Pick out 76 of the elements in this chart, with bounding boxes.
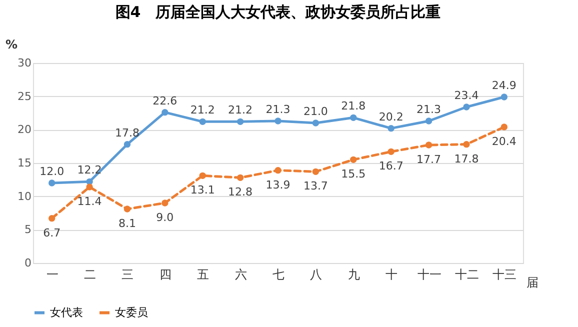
x-tick-label: 七: [272, 268, 284, 282]
y-tick-label: 15: [18, 156, 32, 170]
data-label: 11.4: [77, 195, 102, 208]
data-label: 21.3: [416, 103, 442, 116]
data-label: 17.8: [454, 152, 479, 166]
point: [86, 184, 93, 190]
point: [124, 140, 131, 148]
point: [500, 94, 508, 100]
y-axis-title: %: [6, 38, 18, 52]
point: [500, 124, 508, 130]
data-label: 13.7: [303, 180, 328, 193]
x-tick-label: 十二: [454, 268, 479, 282]
point: [48, 180, 56, 186]
point: [388, 124, 394, 132]
data-label: 21.0: [303, 105, 328, 118]
point: [162, 108, 168, 116]
data-label: 23.4: [454, 89, 479, 102]
y-tick-label: 30: [18, 56, 32, 70]
data-label: 13.1: [190, 184, 215, 197]
data-label: 16.7: [378, 160, 404, 173]
point: [236, 118, 244, 126]
point: [199, 118, 206, 126]
x-tick-label: 一: [46, 268, 58, 282]
point: [236, 174, 244, 182]
point: [350, 156, 357, 164]
y-tick-label: 0: [24, 256, 32, 270]
x-tick-label: 十三: [492, 268, 517, 282]
data-label: 21.2: [228, 104, 253, 117]
data-label: 22.6: [152, 94, 178, 108]
point: [312, 120, 320, 126]
x-tick-label: 二: [84, 268, 96, 282]
data-label: 13.9: [266, 178, 290, 192]
x-tick-label: 五: [197, 268, 210, 282]
data-label: 20.2: [378, 110, 404, 124]
data-label: 21.2: [190, 104, 215, 117]
point: [274, 166, 282, 174]
chart-title: 图4 历届全国人大女代表、政协女委员所占比重: [115, 3, 441, 21]
legend-label: 女代表: [50, 306, 83, 319]
x-tick-label: 六: [234, 268, 247, 282]
data-label: 6.7: [43, 226, 61, 240]
x-axis-title: 届: [526, 276, 538, 290]
point: [425, 142, 432, 148]
point: [124, 206, 131, 212]
legend-label: 女委员: [115, 306, 148, 319]
data-label: 12.8: [228, 186, 253, 199]
data-label: 24.9: [492, 79, 516, 92]
data-label: 21.3: [266, 103, 290, 116]
data-label: 17.8: [114, 126, 140, 140]
point: [199, 172, 206, 180]
point: [162, 200, 168, 206]
x-tick-label: 十一: [417, 268, 442, 282]
data-label: 9.0: [156, 211, 174, 224]
point: [388, 148, 394, 156]
data-label: 8.1: [118, 217, 136, 230]
y-tick-label: 5: [24, 223, 32, 236]
x-tick-label: 九: [348, 268, 360, 282]
y-tick-label: 20: [18, 123, 32, 136]
point: [274, 118, 282, 124]
point: [425, 118, 432, 124]
y-tick-label: 10: [18, 190, 32, 203]
x-tick-label: 三: [122, 268, 134, 282]
data-label: 12.0: [40, 165, 64, 178]
point: [48, 214, 56, 222]
data-label: 15.5: [341, 168, 366, 181]
x-tick-label: 四: [159, 268, 172, 282]
point: [463, 104, 470, 110]
data-label: 20.4: [492, 135, 516, 148]
x-tick-label: 八: [310, 268, 322, 282]
point: [463, 140, 470, 148]
x-tick-label: 十: [386, 268, 398, 282]
data-label: 21.8: [341, 100, 366, 113]
y-tick-label: 25: [18, 90, 32, 103]
data-label: 12.2: [77, 164, 102, 177]
data-label: 17.7: [416, 153, 442, 166]
point: [312, 168, 320, 176]
point: [350, 114, 357, 122]
